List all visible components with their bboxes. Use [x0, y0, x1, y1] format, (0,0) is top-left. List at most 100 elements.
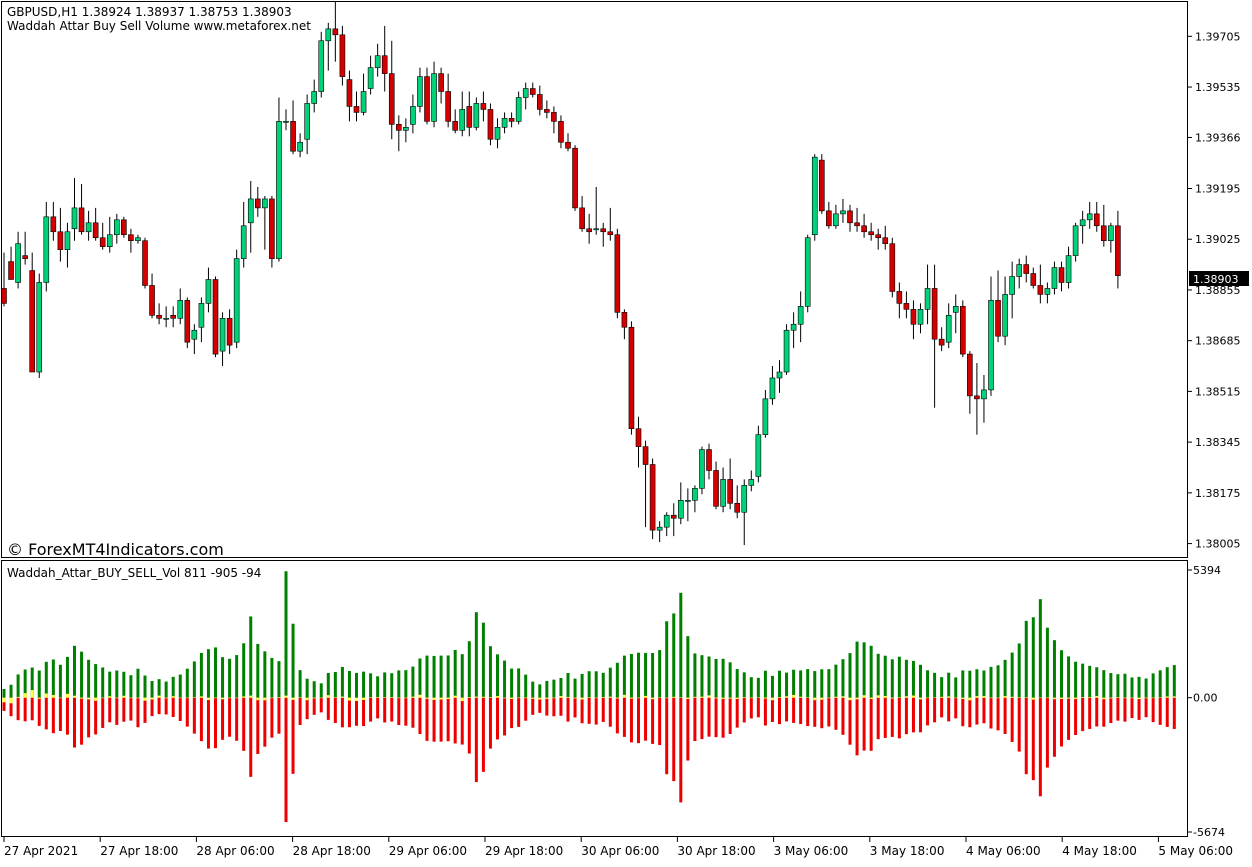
buy-volume-bar	[164, 681, 168, 698]
sell-volume-bar	[242, 697, 246, 751]
sell-volume-bar	[834, 697, 838, 730]
net-volume-bar	[73, 695, 76, 698]
candle-body	[593, 228, 600, 231]
buy-volume-bar	[369, 673, 373, 698]
net-volume-bar	[665, 697, 669, 699]
sell-volume-bar	[869, 697, 873, 751]
candle-body	[952, 306, 959, 313]
symbol-ohlc-label: GBPUSD,H1 1.38924 1.38937 1.38753 1.3890…	[7, 5, 292, 19]
sell-volume-bar	[538, 697, 542, 713]
sell-volume-bar	[51, 697, 55, 734]
candle-body	[142, 240, 148, 286]
buy-volume-bar	[968, 670, 972, 698]
sell-volume-bar	[778, 697, 781, 725]
buy-volume-bar	[911, 660, 915, 698]
candle-body	[8, 261, 14, 280]
buy-volume-bar	[1109, 673, 1113, 698]
sell-volume-bar	[996, 697, 1000, 731]
candle-body	[628, 326, 635, 429]
candle-body	[551, 112, 557, 122]
indicator-plot-frame	[1, 560, 1188, 837]
sell-volume-bar	[404, 697, 408, 726]
buy-volume-bar	[785, 672, 789, 698]
net-volume-bar	[559, 696, 563, 698]
candle-body	[974, 395, 980, 400]
sell-volume-bar	[418, 697, 422, 734]
sell-volume-bar	[883, 697, 887, 738]
sell-volume-bar	[164, 697, 168, 715]
buy-volume-bar	[904, 659, 908, 698]
candle-body	[670, 514, 677, 519]
net-volume-bar	[728, 697, 732, 699]
sell-volume-bar	[1116, 697, 1120, 721]
candle-body	[388, 73, 395, 125]
net-volume-bar	[968, 697, 972, 701]
candle-body	[283, 121, 289, 123]
net-volume-bar	[580, 697, 584, 700]
buy-volume-bar	[1038, 599, 1042, 698]
sell-volume-bar	[1151, 697, 1155, 723]
sell-volume-bar	[947, 697, 951, 722]
candle-body	[988, 300, 994, 391]
buy-volume-bar	[383, 672, 387, 698]
buy-volume-bar	[665, 621, 669, 698]
sell-volume-bar	[319, 697, 323, 713]
net-volume-bar	[1095, 696, 1099, 698]
sell-volume-bar	[1130, 697, 1134, 719]
buy-volume-bar	[65, 656, 69, 698]
candle-body	[128, 234, 134, 242]
candle-body	[713, 470, 719, 507]
buy-volume-bar	[883, 655, 887, 698]
net-volume-bar	[256, 697, 260, 701]
candle-body	[875, 234, 882, 239]
candle-body	[381, 55, 388, 74]
buy-volume-bar	[890, 659, 894, 698]
candle-body	[290, 121, 296, 152]
sell-volume-bar	[785, 697, 789, 722]
sell-volume-bar	[1158, 697, 1162, 725]
net-volume-bar	[319, 697, 323, 699]
time-tick-label: 27 Apr 18:00	[100, 844, 178, 858]
candle-body	[403, 127, 409, 131]
sell-volume-bar	[728, 697, 732, 734]
net-volume-bar	[510, 697, 514, 699]
candle-body	[1072, 225, 1079, 256]
candle-body	[431, 73, 437, 122]
candle-body	[121, 219, 127, 236]
sell-volume-bar	[545, 697, 549, 716]
buy-volume-bar	[1067, 656, 1071, 698]
candle-body	[720, 479, 726, 507]
candle-body	[776, 371, 783, 379]
buy-volume-bar	[538, 684, 542, 698]
candle-body	[840, 210, 846, 215]
net-volume-bar	[503, 697, 507, 699]
buy-volume-bar	[1010, 652, 1014, 698]
buy-volume-bar	[637, 652, 640, 698]
net-volume-bar	[9, 697, 13, 704]
buy-volume-bar	[206, 649, 210, 698]
candle-body	[529, 88, 536, 95]
buy-volume-bar	[827, 669, 831, 698]
indicator-tick-label: 5394	[1193, 564, 1221, 577]
net-volume-bar	[1102, 697, 1106, 700]
sell-volume-bar	[855, 697, 859, 756]
buy-volume-bar	[763, 670, 767, 698]
net-volume-bar	[87, 697, 91, 700]
candle-body	[445, 91, 451, 122]
buy-volume-bar	[94, 664, 98, 698]
buy-volume-bar	[608, 667, 612, 698]
buy-volume-bar	[333, 671, 337, 698]
sell-volume-bar	[756, 697, 760, 718]
net-volume-bar	[1067, 697, 1071, 699]
net-volume-bar	[1038, 697, 1042, 699]
time-tick-label: 28 Apr 06:00	[196, 844, 274, 858]
buy-volume-bar	[686, 636, 690, 698]
candle-body	[882, 237, 889, 244]
time-axis: 27 Apr 2021 27 Apr 18:00 28 Apr 06:00 28 Ap…	[3, 837, 1233, 858]
sell-volume-bar	[80, 697, 84, 745]
sell-volume-bar	[926, 697, 930, 726]
sell-volume-bar	[679, 697, 683, 803]
sell-volume-bar	[136, 697, 140, 728]
